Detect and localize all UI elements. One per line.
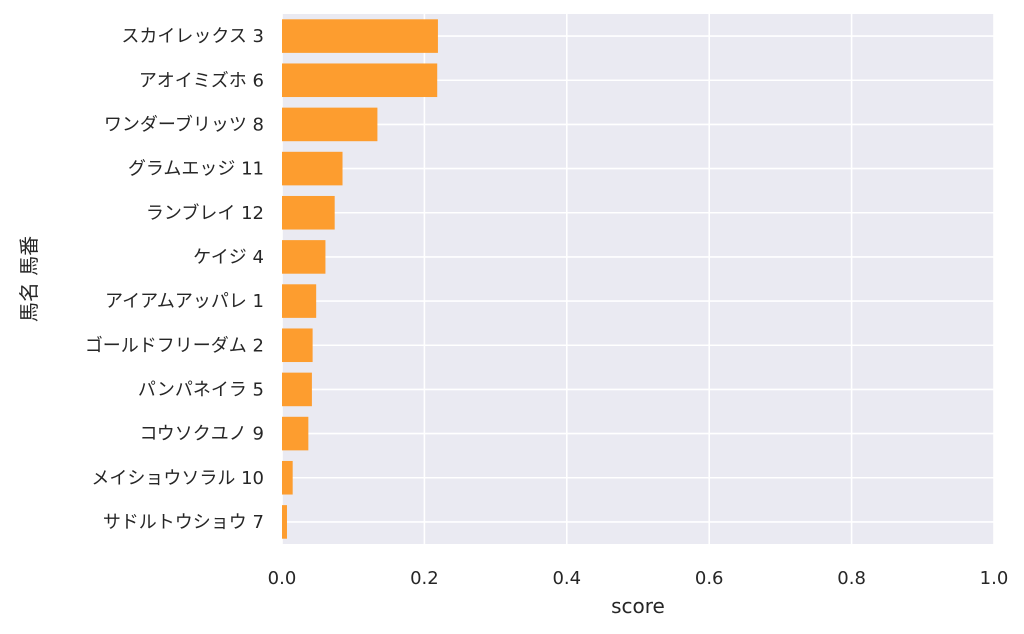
bar: [282, 151, 343, 186]
x-axis-label: score: [611, 594, 665, 618]
bar: [282, 372, 312, 407]
x-tick-label: 0.0: [268, 568, 297, 589]
y-tick-label: ケイジ 4: [193, 247, 264, 268]
x-tick-label: 0.2: [410, 568, 439, 589]
bar: [282, 195, 335, 230]
bar: [282, 284, 317, 318]
y-tick-label: ランブレイ 12: [146, 202, 264, 224]
y-tick-label: ゴールドフリーダム 2: [85, 335, 264, 356]
bar: [282, 63, 438, 98]
y-tick-label: パンパネイラ 5: [138, 379, 264, 400]
y-tick-label: メイショウソラル 10: [91, 468, 264, 489]
y-tick-label: グラムエッジ 11: [128, 159, 264, 180]
x-tick-label: 1.0: [980, 568, 1009, 589]
plot-background: [282, 14, 994, 544]
y-tick-label: アイアムアッパレ 1: [105, 291, 264, 312]
y-tick-label: アオイミズホ 6: [139, 70, 264, 91]
y-tick-label: スカイレックス 3: [121, 26, 264, 47]
y-tick-label: サドルトウショウ 7: [103, 512, 264, 533]
x-tick-labels: 0.0 0.2 0.4 0.6 0.8 1.0: [268, 568, 1009, 589]
x-tick-label: 0.8: [837, 568, 866, 589]
bar: [282, 416, 309, 451]
bar: [282, 328, 313, 363]
y-tick-label: ワンダーブリッツ 8: [104, 113, 264, 135]
y-tick-labels: スカイレックス 3 アオイミズホ 6 ワンダーブリッツ 8 グラムエッジ 11 ランブレ…: [85, 26, 264, 533]
x-tick-label: 0.6: [695, 568, 724, 589]
x-tick-label: 0.4: [552, 568, 581, 589]
y-axis-label: 馬名 馬番: [17, 236, 41, 322]
bar: [282, 240, 326, 274]
y-tick-label: コウソクユノ 9: [140, 424, 264, 445]
bars: [282, 19, 438, 539]
bar: [282, 107, 378, 142]
bar: [282, 460, 293, 495]
bar: [282, 19, 438, 53]
bar: [282, 505, 287, 539]
